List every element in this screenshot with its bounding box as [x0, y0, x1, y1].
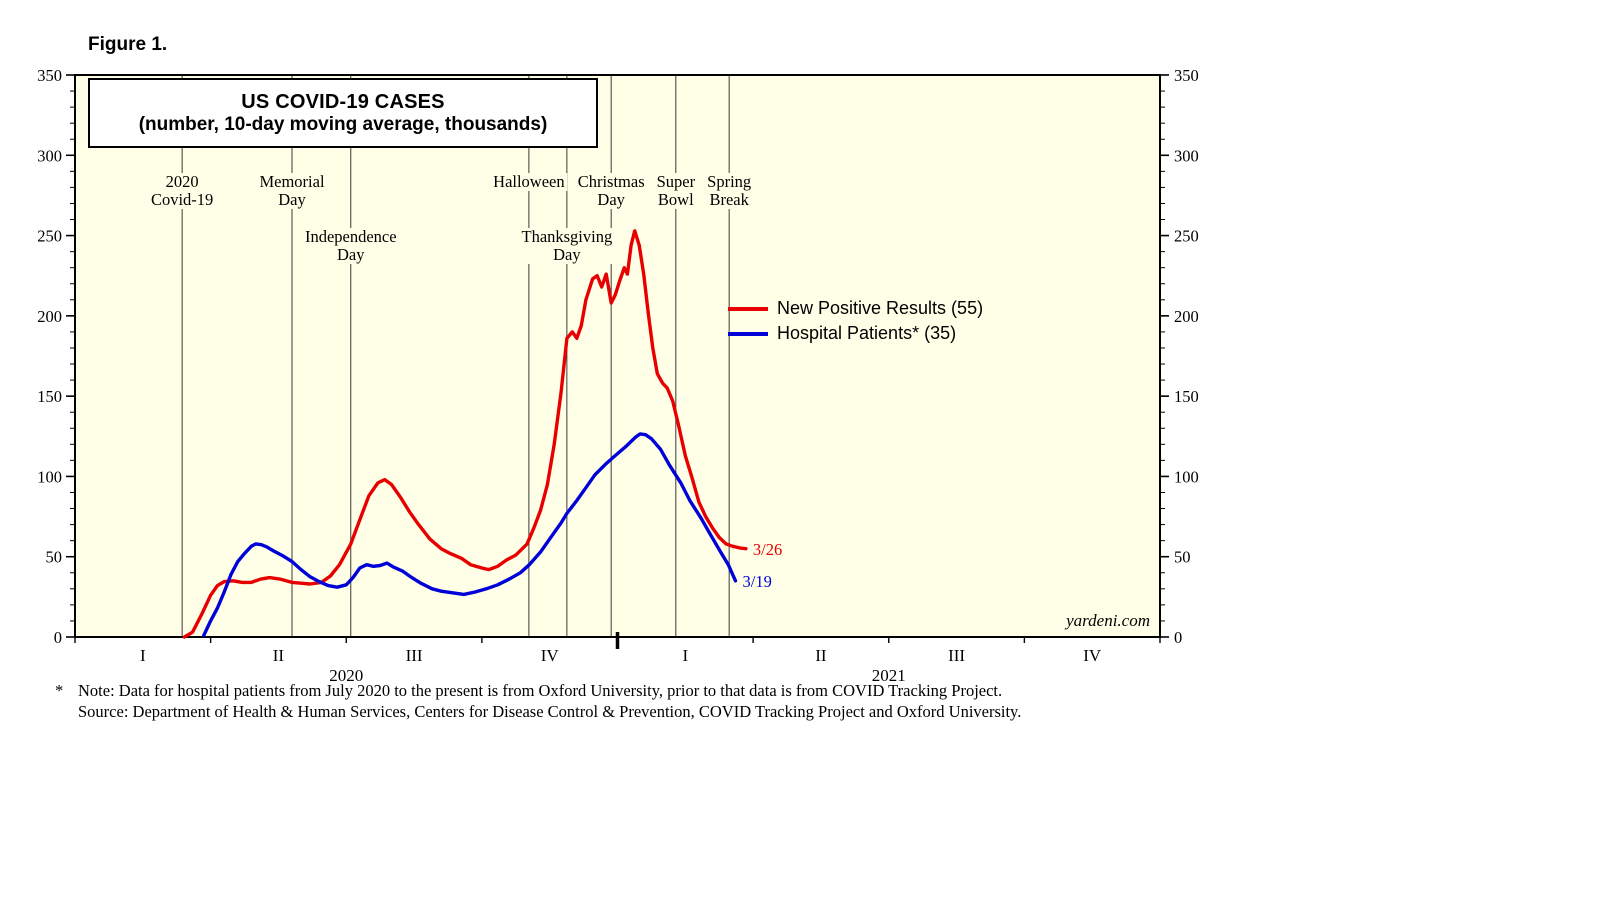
- legend-item-new-positive-results: New Positive Results (55): [728, 296, 983, 321]
- x-axis-quarter-label: IV: [541, 646, 560, 665]
- series-end-label-1: 3/19: [742, 571, 772, 591]
- chart-title: US COVID-19 CASES: [241, 90, 445, 113]
- y-axis-label-right: 50: [1174, 548, 1191, 567]
- legend-item-hospital-patients: Hospital Patients* (35): [728, 321, 983, 346]
- y-axis-label-right: 250: [1174, 227, 1199, 246]
- footnote-marker: *: [55, 681, 64, 700]
- y-axis-label-left: 350: [37, 66, 62, 85]
- legend-line-sample-red: [728, 306, 768, 311]
- x-axis-quarter-label: II: [273, 646, 285, 665]
- legend-label: New Positive Results (55): [777, 298, 984, 318]
- x-axis-year-label: 2020: [329, 666, 363, 685]
- y-axis-label-left: 100: [37, 467, 62, 486]
- y-axis-label-left: 150: [37, 387, 62, 406]
- figure-label: Figure 1.: [88, 34, 168, 55]
- x-axis-quarter-label: IV: [1083, 646, 1102, 665]
- y-axis-label-right: 150: [1174, 387, 1199, 406]
- y-axis-label-right: 0: [1174, 628, 1182, 647]
- x-axis-year-label: 2021: [872, 666, 906, 685]
- series-line-0: [182, 229, 748, 639]
- y-axis-label-right: 200: [1174, 307, 1199, 326]
- series-line-1: [202, 432, 738, 638]
- chart-title-box: US COVID-19 CASES (number, 10-day moving…: [88, 78, 598, 148]
- legend-label: Hospital Patients* (35): [777, 323, 957, 343]
- y-axis-label-right: 100: [1174, 467, 1199, 486]
- y-axis-label-right: 350: [1174, 66, 1199, 85]
- legend: New Positive Results (55) Hospital Patie…: [728, 296, 983, 346]
- watermark: yardeni.com: [1066, 611, 1150, 630]
- y-axis-label-left: 50: [46, 548, 63, 567]
- x-axis-quarter-label: III: [948, 646, 965, 665]
- x-axis-quarter-label: I: [682, 646, 688, 665]
- y-axis-label-left: 200: [37, 307, 62, 326]
- x-axis-quarter-label: III: [406, 646, 423, 665]
- y-axis-label-left: 0: [54, 628, 62, 647]
- x-axis-quarter-label: II: [815, 646, 827, 665]
- x-axis-quarter-label: I: [140, 646, 146, 665]
- y-axis-label-left: 300: [37, 146, 62, 165]
- footnote-source: Source: Department of Health & Human Ser…: [78, 701, 1022, 721]
- series-end-label-0: 3/26: [752, 539, 783, 559]
- legend-line-sample-blue: [728, 331, 768, 336]
- y-axis-label-left: 250: [37, 227, 62, 246]
- chart-subtitle: (number, 10-day moving average, thousand…: [138, 113, 548, 135]
- plot-area: [75, 75, 1160, 637]
- y-axis-label-right: 300: [1174, 146, 1199, 165]
- footnote: * Note: Data for hospital patients from …: [55, 681, 1021, 722]
- footnote-note: Note: Data for hospital patients from Ju…: [78, 681, 1003, 700]
